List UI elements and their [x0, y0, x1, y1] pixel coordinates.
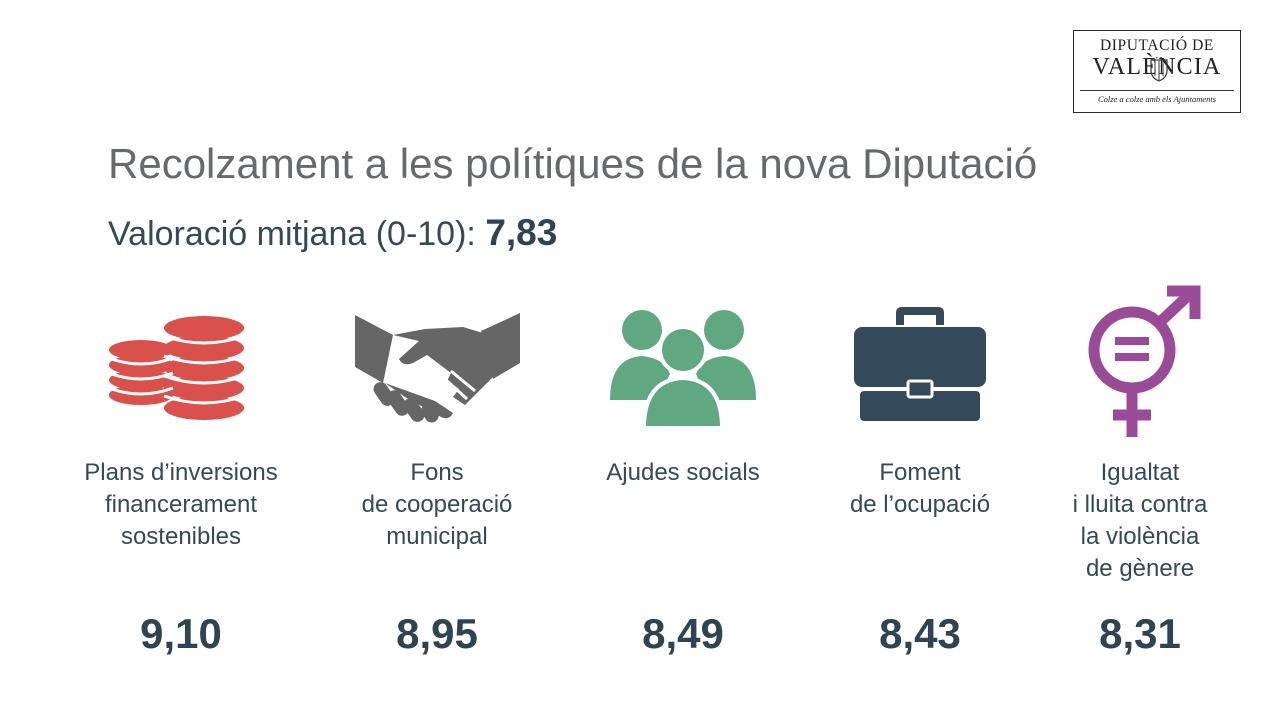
policy-item-investment-plans: Plans d’inversions financerament sosteni… — [56, 290, 306, 657]
average-rating-label: Valoració mitjana (0-10): — [108, 215, 476, 253]
logo-divider — [1080, 90, 1234, 91]
page-title: Recolzament a les polítiques de la nova … — [108, 140, 1038, 187]
policy-score: 8,31 — [1099, 610, 1181, 657]
policy-item-employment: Foment de l’ocupació 8,43 — [795, 290, 1045, 657]
diputacio-logo: DIPUTACIÓ DE VALÈNCIA Colze a colze amb … — [1073, 30, 1241, 113]
policy-label: Fons de cooperació municipal — [361, 459, 513, 550]
policy-label: Igualtat i lluita contra la violència de… — [1072, 459, 1208, 582]
handshake-icon — [354, 313, 520, 423]
logo-line2: VALÈNCIA — [1092, 54, 1222, 80]
logo-motto: Colze a colze amb els Ajuntaments — [1097, 94, 1217, 104]
policy-score: 8,95 — [396, 610, 478, 657]
policy-label: Ajudes socials — [606, 459, 760, 486]
briefcase-icon — [854, 307, 986, 421]
policy-item-gender-equality: Igualtat i lluita contra la violència de… — [1015, 285, 1265, 657]
average-rating-value: 7,83 — [485, 212, 558, 253]
logo-line1: DIPUTACIÓ DE — [1099, 37, 1215, 54]
policy-label: Foment de l’ocupació — [849, 459, 991, 518]
people-group-icon — [610, 310, 756, 430]
policy-item-cooperation-fund: Fons de cooperació municipal 8,95 — [312, 290, 562, 657]
policy-label: Plans d’inversions financerament sosteni… — [84, 459, 278, 550]
coat-of-arms-icon — [1150, 57, 1168, 82]
policy-score: 9,10 — [140, 610, 222, 657]
average-rating: Valoració mitjana (0-10): 7,83 — [108, 212, 557, 254]
coins-icon — [108, 316, 245, 420]
gender-equality-icon — [1088, 285, 1201, 437]
policy-score: 8,43 — [879, 610, 961, 657]
policy-item-social-aid: Ajudes socials 8,49 — [558, 290, 808, 657]
policy-score: 8,49 — [642, 610, 724, 657]
